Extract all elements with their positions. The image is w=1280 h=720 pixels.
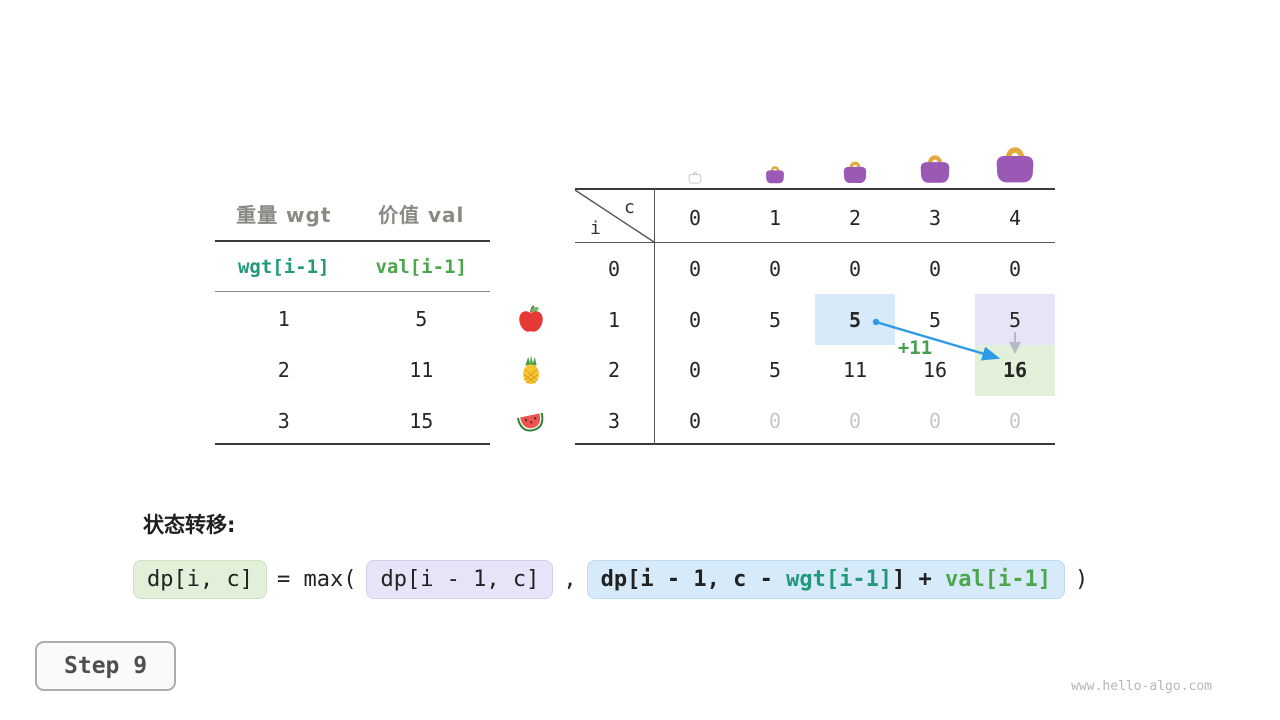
dp-row-3: 0 0 0 0 0 <box>655 409 1055 433</box>
dp-corner-col-var: c <box>624 197 635 218</box>
formula-close: ) <box>1075 567 1089 592</box>
item-val-2: 11 <box>409 358 434 382</box>
dp-row-header-2: 2 <box>607 358 621 382</box>
dp-col-headers: 0 1 2 3 4 <box>655 206 1055 230</box>
item-table-val-formula: val[i-1] <box>375 256 467 278</box>
formula-arg2-wgt: wgt[i-1] <box>786 567 893 592</box>
dp-table-rule-header <box>575 242 1055 243</box>
dp-cell-3-1: 0 <box>768 409 782 433</box>
bag-icon <box>764 164 786 184</box>
formula-arg2-val: val[i-1] <box>945 567 1052 592</box>
dp-col-header-1: 1 <box>768 206 782 230</box>
dp-cell-1-0: 0 <box>688 308 702 332</box>
dp-corner-row-var: i <box>590 218 601 239</box>
dp-cell-1-4: 5 <box>1008 308 1022 332</box>
formula-op: = max( <box>276 567 357 592</box>
item-wgt-2: 2 <box>277 358 290 382</box>
dp-cell-1-1: 5 <box>768 308 782 332</box>
item-table-row-3: 3 15 <box>215 409 490 433</box>
item-val-1: 5 <box>415 307 428 331</box>
formula-arg2-pre: dp[i - 1, c - <box>600 567 787 592</box>
item-table-row-2: 2 11 <box>215 358 490 382</box>
dp-cell-0-4: 0 <box>1008 257 1022 281</box>
item-table-header: 重量 wgt 价值 val <box>215 199 490 228</box>
dp-table-rule-vertical <box>654 188 655 445</box>
item-table-row-1: 1 5 <box>215 307 490 331</box>
dp-row-header-0: 0 <box>607 257 621 281</box>
pineapple-icon <box>516 355 546 385</box>
formula-arg2-mid: ] + <box>892 567 946 592</box>
formula-lhs: dp[i, c] <box>133 560 267 599</box>
dp-col-header-3: 3 <box>928 206 942 230</box>
bag-icon <box>992 143 1038 184</box>
dp-cell-2-2: 11 <box>842 358 868 382</box>
dp-cell-3-2: 0 <box>848 409 862 433</box>
dp-row-2: 0 5 11 16 16 <box>655 358 1055 382</box>
item-table-rule-mid <box>215 291 490 292</box>
dp-cell-2-1: 5 <box>768 358 782 382</box>
item-table-formula-row: wgt[i-1] val[i-1] <box>215 256 490 278</box>
dp-cell-3-4: 0 <box>1008 409 1022 433</box>
item-table-header-wgt: 重量 wgt <box>236 203 332 227</box>
dp-cell-0-0: 0 <box>688 257 702 281</box>
dp-row-0: 0 0 0 0 0 <box>655 257 1055 281</box>
item-wgt-1: 1 <box>277 307 290 331</box>
transition-title: 状态转移: <box>143 513 236 537</box>
formula-arg2: dp[i - 1, c - wgt[i-1]] + val[i-1] <box>586 560 1066 599</box>
formula-separator: , <box>563 567 577 592</box>
item-val-3: 15 <box>409 409 434 433</box>
bag-empty-icon <box>688 170 702 184</box>
item-table-rule-bottom <box>215 443 490 445</box>
dp-cell-2-4: 16 <box>1002 358 1028 382</box>
dp-cell-1-3: 5 <box>928 308 942 332</box>
item-table-rule-top <box>215 240 490 242</box>
dp-row-header-3: 3 <box>607 409 621 433</box>
formula-arg1: dp[i - 1, c] <box>366 560 554 599</box>
bag-icon <box>841 159 869 184</box>
item-table-header-val: 价值 val <box>378 203 465 227</box>
item-table-wgt-formula: wgt[i-1] <box>237 256 330 278</box>
dp-cell-1-2: 5 <box>848 308 862 332</box>
dp-cell-0-3: 0 <box>928 257 942 281</box>
dp-cell-2-3: 16 <box>922 358 948 382</box>
dp-cell-0-2: 0 <box>848 257 862 281</box>
bag-icon <box>917 152 953 184</box>
dp-col-header-4: 4 <box>1008 206 1022 230</box>
plus-value-annotation: +11 <box>897 337 933 359</box>
dp-cell-3-3: 0 <box>928 409 942 433</box>
dp-cell-2-0: 0 <box>688 358 702 382</box>
dp-cell-0-1: 0 <box>768 257 782 281</box>
transition-formula: dp[i, c] = max( dp[i - 1, c] , dp[i - 1,… <box>133 560 1088 599</box>
dp-row-header-1: 1 <box>607 308 621 332</box>
dp-corner-diagonal <box>574 189 655 243</box>
dp-table-rule-bottom <box>575 443 1055 445</box>
item-wgt-3: 3 <box>277 409 290 433</box>
dp-col-header-2: 2 <box>848 206 862 230</box>
dp-table-rule-top <box>575 188 1055 190</box>
dp-col-header-0: 0 <box>688 206 702 230</box>
apple-icon <box>516 304 546 334</box>
dp-row-1: 0 5 5 5 5 <box>655 308 1055 332</box>
dp-cell-3-0: 0 <box>688 409 702 433</box>
watermelon-icon <box>516 406 546 436</box>
step-badge: Step 9 <box>35 641 177 691</box>
watermark: www.hello-algo.com <box>1071 679 1212 694</box>
